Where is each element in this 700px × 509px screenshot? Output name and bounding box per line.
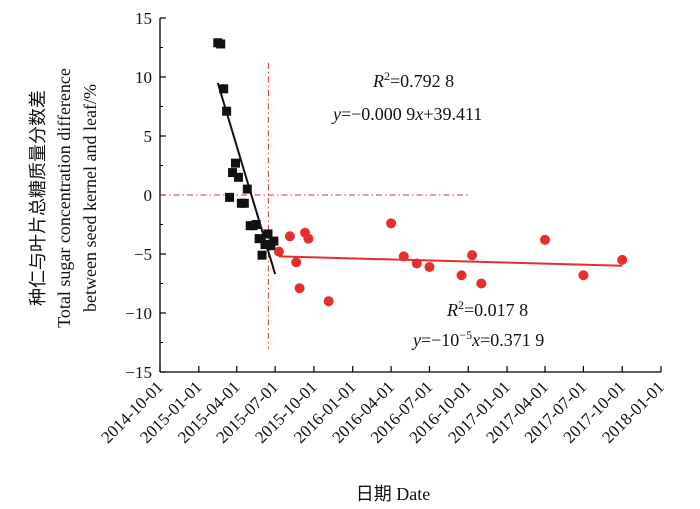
circle-point <box>476 278 487 289</box>
circle-point <box>398 251 409 262</box>
y-tick-label: −5 <box>134 245 152 264</box>
square-point <box>260 240 270 250</box>
circle-point <box>424 261 435 272</box>
circle-point <box>467 250 478 261</box>
fit-2-line <box>278 255 623 267</box>
circle-point <box>578 270 589 281</box>
square-point <box>251 220 261 229</box>
square-point <box>269 236 279 246</box>
x-axis-title: 日期 Date <box>356 484 430 504</box>
y-tick-label: 10 <box>135 68 152 87</box>
square-point <box>242 184 252 194</box>
fit-1-r2-annotation: R2=0.792 8 <box>372 69 454 91</box>
fit-2-equation: y=−10−5x=0.371 9 <box>411 328 544 350</box>
circle-point <box>294 283 305 294</box>
fit-1-eq-coef: =−0.000 9 <box>341 104 415 124</box>
fit-2-eq-coef: =−10 <box>421 330 459 350</box>
square-point <box>257 250 267 260</box>
square-point <box>222 106 232 116</box>
fit-2-r2-sup: 2 <box>458 298 464 312</box>
circle-point <box>303 233 314 244</box>
fit-2-r2-annotation: R2=0.017 8 <box>446 298 528 320</box>
fit-1-r2-sup: 2 <box>384 69 390 83</box>
fit-2-r2-symbol: R <box>446 300 458 320</box>
fit-1-r2-value: =0.792 8 <box>390 71 454 91</box>
fit-1-eq-y: y <box>331 104 341 124</box>
reference-lines <box>160 62 469 349</box>
square-point <box>254 234 264 244</box>
circle-point <box>273 246 284 257</box>
fit-1-equation: y=−0.000 9x+39.411 <box>331 104 482 124</box>
y-axis-title-line-2: Total sugar concentration difference <box>54 68 74 328</box>
fit-2-eq-y: y <box>411 330 421 350</box>
circle-point <box>411 258 422 269</box>
square-point <box>216 39 226 49</box>
y-axis-title-line-1: 种仁与叶片总糖质量分数差 <box>28 90 48 306</box>
circle-point <box>456 270 467 281</box>
circle-point <box>617 254 628 265</box>
square-point <box>230 158 240 168</box>
y-axis-title: 种仁与叶片总糖质量分数差 Total sugar concentration d… <box>28 68 100 328</box>
fit-2-eq-exp: −5 <box>459 328 472 342</box>
data-points <box>213 38 628 307</box>
fit-2-r2-value: =0.017 8 <box>464 300 528 320</box>
square-point <box>225 192 235 202</box>
square-point <box>219 84 229 94</box>
y-axis-title-line-3: between seed kernel and leaf/% <box>80 84 100 312</box>
square-point <box>228 168 238 178</box>
circle-point <box>323 296 334 307</box>
circle-point <box>284 231 295 242</box>
fit-1-r2-symbol: R <box>372 71 384 91</box>
circle-point <box>386 218 397 229</box>
fit-2-eq-x: x <box>471 330 480 350</box>
circle-point <box>291 257 302 268</box>
square-point <box>233 172 243 182</box>
y-tick-label: 5 <box>144 127 153 146</box>
fit-2-eq-const: =0.371 9 <box>480 330 544 350</box>
square-point <box>266 241 276 251</box>
fit-1-eq-x: x <box>414 104 423 124</box>
circle-point <box>540 234 551 245</box>
fit-1-eq-const: +39.411 <box>423 104 482 124</box>
y-tick-label: −15 <box>125 363 152 382</box>
y-tick-label: 0 <box>144 186 153 205</box>
y-tick-label: −10 <box>125 304 152 323</box>
square-point <box>239 198 249 208</box>
y-tick-label: 15 <box>135 9 152 28</box>
square-point <box>263 229 273 239</box>
